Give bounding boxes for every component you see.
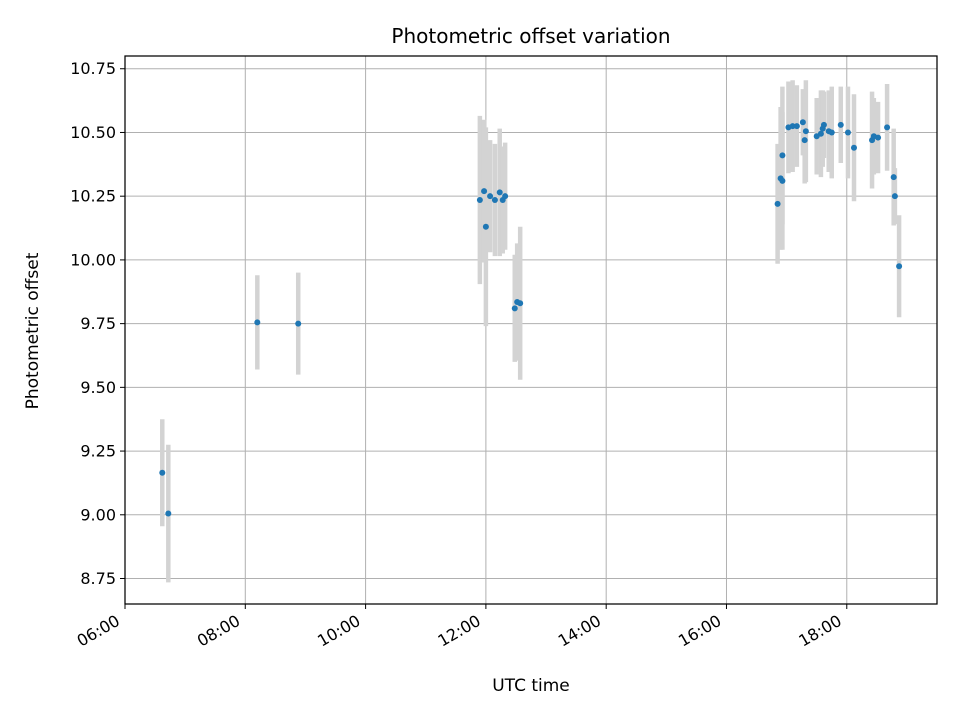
data-point xyxy=(884,124,891,131)
y-tick-label: 8.75 xyxy=(80,569,116,588)
data-point xyxy=(793,123,800,130)
data-points xyxy=(159,119,903,517)
data-point xyxy=(482,223,489,230)
data-point xyxy=(844,129,851,136)
x-tick-label: 06:00 xyxy=(74,611,123,651)
data-point xyxy=(295,320,302,327)
y-tick-label: 9.00 xyxy=(80,505,116,524)
error-bars xyxy=(160,80,902,583)
data-point xyxy=(891,193,898,200)
data-point xyxy=(828,129,835,136)
x-tick-label: 18:00 xyxy=(795,611,844,651)
data-point xyxy=(799,119,806,126)
data-point xyxy=(779,152,786,159)
data-point xyxy=(165,510,172,517)
data-point xyxy=(779,177,786,184)
grid-lines xyxy=(124,56,937,604)
data-point xyxy=(481,188,488,195)
y-tick-label: 10.50 xyxy=(70,123,116,142)
data-point xyxy=(801,137,808,144)
data-point xyxy=(517,300,524,307)
data-point xyxy=(476,197,483,204)
y-axis-label: Photometric offset xyxy=(23,252,43,409)
data-point xyxy=(837,121,844,128)
y-tick-label: 10.75 xyxy=(70,59,116,78)
x-tick-label: 12:00 xyxy=(434,611,483,651)
x-tick-label: 14:00 xyxy=(555,611,604,651)
data-point xyxy=(789,123,796,130)
chart-title: Photometric offset variation xyxy=(391,24,670,48)
data-point xyxy=(875,134,882,141)
y-tick-label: 10.25 xyxy=(70,187,116,206)
data-point xyxy=(850,144,857,151)
y-tick-label: 9.50 xyxy=(80,378,116,397)
data-point xyxy=(496,189,503,196)
x-tick-label: 10:00 xyxy=(314,611,363,651)
y-tick-label: 10.00 xyxy=(70,250,116,269)
data-point xyxy=(890,174,897,181)
data-point xyxy=(511,305,518,312)
x-tick-label: 08:00 xyxy=(194,611,243,651)
data-point xyxy=(491,197,498,204)
axis-ticks: 06:00 08:00 10:00 12:00 14:00 16:00 18:00 8.75 9… xyxy=(70,59,848,651)
data-point xyxy=(820,121,827,128)
data-point xyxy=(817,130,824,137)
plot-area-frame xyxy=(124,55,938,605)
data-point xyxy=(774,200,781,207)
data-point xyxy=(802,128,809,135)
data-point xyxy=(487,193,494,200)
y-tick-label: 9.25 xyxy=(80,442,116,461)
data-point xyxy=(896,263,903,270)
x-tick-label: 16:00 xyxy=(675,611,724,651)
data-point xyxy=(502,193,509,200)
y-tick-label: 9.75 xyxy=(80,314,116,333)
data-point xyxy=(254,319,261,326)
x-axis-label: UTC time xyxy=(492,676,570,696)
data-point xyxy=(159,469,166,476)
